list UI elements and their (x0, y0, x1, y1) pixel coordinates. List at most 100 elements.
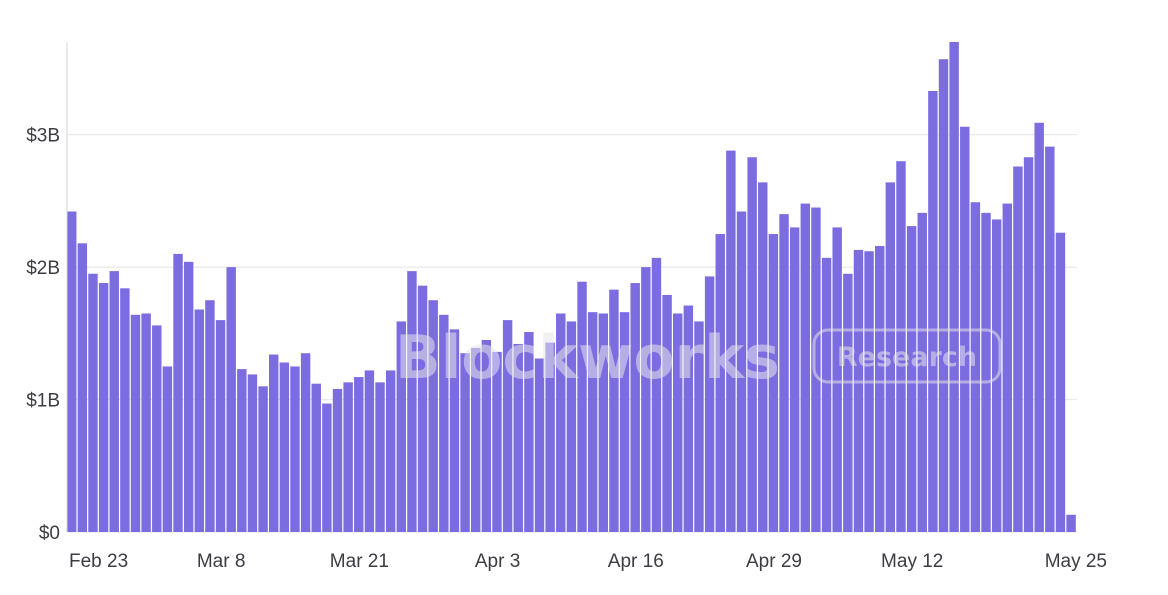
bar (492, 351, 502, 532)
bar (396, 321, 407, 532)
x-tick-label: May 12 (881, 551, 943, 572)
x-tick-label: Apr 16 (608, 551, 664, 572)
y-tick-label: $1B (26, 391, 60, 412)
bar (98, 283, 109, 532)
bar (460, 353, 470, 532)
x-axis-labels: Feb 23 Mar 8 Mar 21 Apr 3 Apr 16 Apr 29 May 12… (69, 551, 1107, 572)
bar (152, 325, 162, 532)
bar (513, 343, 523, 532)
bar (300, 353, 311, 532)
bar (662, 294, 672, 532)
x-tick-label: Apr 3 (475, 551, 520, 572)
bar (779, 214, 789, 532)
bar (875, 245, 885, 532)
bar (205, 300, 215, 532)
bar (938, 59, 949, 532)
bar (928, 91, 938, 532)
bar (641, 267, 651, 532)
bar (704, 276, 715, 532)
watermark: Blockworks Research (395, 323, 1002, 393)
bar (439, 314, 449, 532)
bar (162, 366, 173, 532)
bar (77, 243, 88, 533)
y-tick-label: $3B (26, 126, 60, 147)
bar (375, 382, 385, 532)
bar (683, 305, 694, 532)
bar (651, 257, 662, 532)
bar (1055, 232, 1066, 532)
bar (832, 227, 842, 532)
bar (821, 257, 832, 532)
bar (311, 383, 321, 532)
bar (843, 273, 853, 532)
bar (290, 366, 300, 532)
bar (1066, 514, 1076, 532)
bar (322, 403, 332, 532)
bar (949, 42, 959, 532)
bar (609, 289, 619, 532)
bar (556, 313, 566, 532)
bar (577, 281, 587, 532)
bar (864, 251, 874, 533)
bar (758, 182, 768, 532)
bar (917, 212, 927, 532)
x-tick-label: May 25 (1045, 551, 1107, 572)
bar (109, 271, 119, 532)
watermark-badge (812, 328, 1002, 384)
y-tick-label: $0 (39, 523, 60, 544)
bar (258, 386, 268, 532)
bar (789, 227, 800, 532)
bar (141, 313, 151, 532)
bar (88, 273, 98, 532)
bar (1045, 146, 1055, 532)
bar (343, 382, 353, 532)
bar (1023, 157, 1034, 532)
bar (417, 285, 428, 532)
bar (885, 182, 896, 532)
bar (502, 320, 513, 532)
bar (524, 332, 534, 532)
bar (215, 320, 226, 532)
bar (736, 211, 747, 532)
bar (768, 234, 779, 532)
y-tick-label: $2B (26, 258, 60, 279)
bar (183, 261, 194, 532)
bar (226, 267, 236, 532)
bar (130, 314, 141, 532)
x-tick-label: Apr 29 (746, 551, 802, 572)
bar (811, 207, 821, 533)
bar (364, 370, 375, 532)
bar (970, 202, 981, 533)
bar (906, 226, 917, 532)
bar (896, 161, 906, 532)
watermark-badge-text: Research (837, 342, 977, 373)
watermark-logo-text: Blockworks (395, 323, 780, 393)
bar (1002, 203, 1013, 532)
bar (726, 150, 736, 532)
bar (630, 283, 640, 532)
bar (332, 388, 343, 532)
bar (853, 249, 864, 533)
bar (545, 342, 555, 532)
x-tick-label: Mar 8 (197, 551, 246, 572)
bar (173, 253, 183, 532)
bar (566, 321, 577, 532)
bar-series (67, 42, 1076, 533)
bar (120, 288, 130, 532)
bar (1013, 166, 1023, 533)
bar (587, 312, 598, 532)
bar (715, 234, 725, 532)
bar (237, 369, 247, 532)
bar (194, 309, 205, 532)
x-tick-label: Mar 21 (330, 551, 389, 572)
bar (673, 313, 683, 532)
bar (534, 358, 545, 532)
bar (619, 312, 630, 532)
bar (385, 370, 396, 532)
bar (694, 321, 704, 532)
bar (247, 374, 258, 532)
bar (279, 362, 290, 532)
bar (981, 212, 991, 532)
bar (354, 377, 364, 532)
